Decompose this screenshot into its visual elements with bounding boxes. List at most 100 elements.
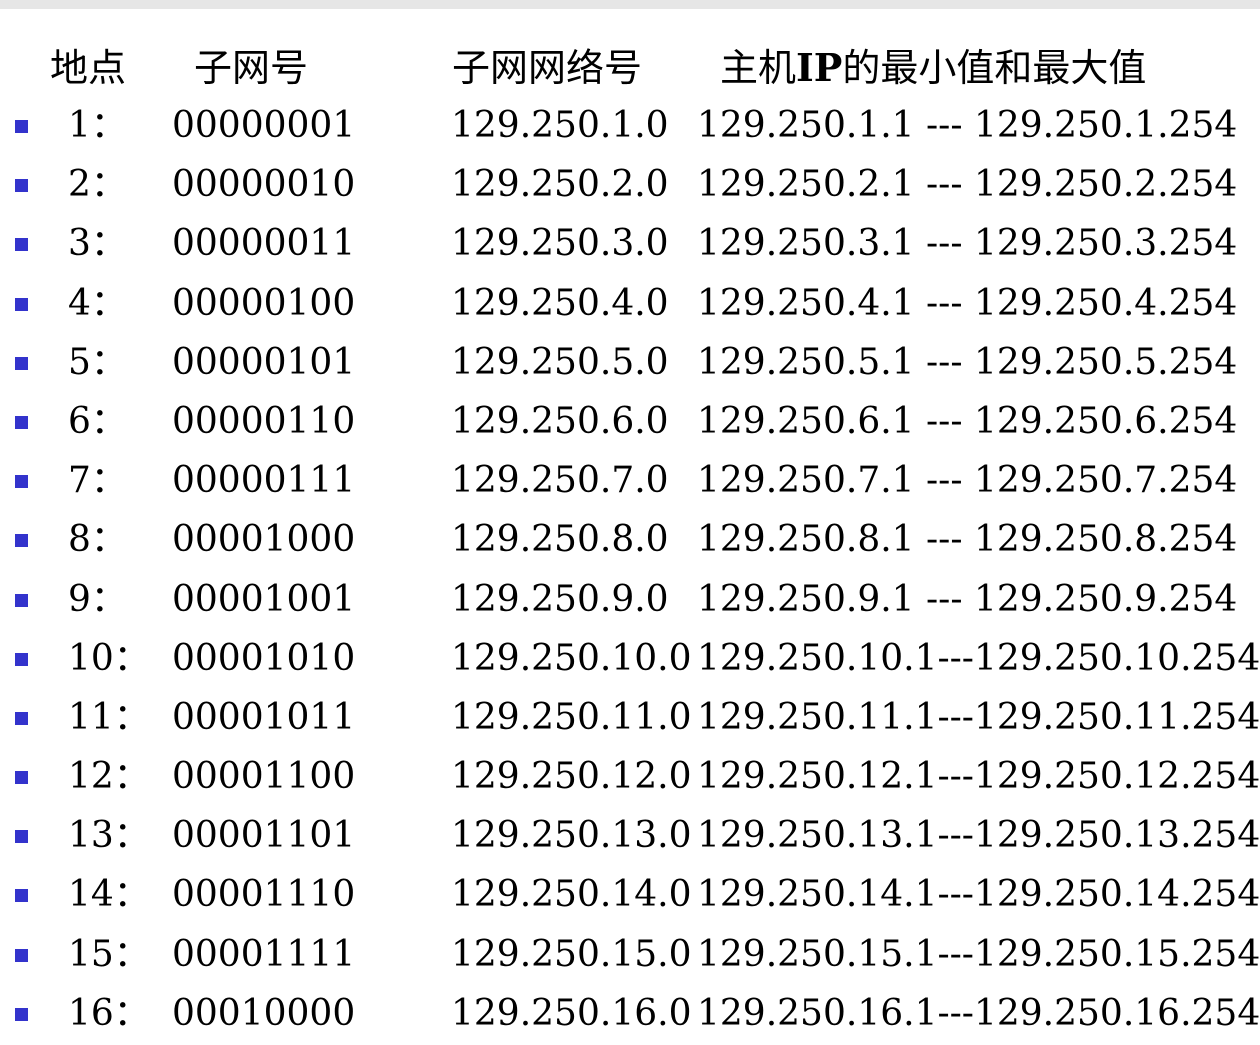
table-row: 4： 00000100 129.250.4.0 129.250.4.1 --- 129… xyxy=(0,274,1260,333)
cell-ip-range: 129.250.15.1---129.250.15.254 xyxy=(697,933,1260,975)
square-bullet-icon xyxy=(15,771,28,785)
square-bullet-icon xyxy=(15,830,28,844)
cell-subnet-bits: 00001101 xyxy=(172,815,356,857)
square-bullet-icon xyxy=(15,297,28,311)
cell-network: 129.250.1.0 xyxy=(451,105,669,146)
cell-network: 129.250.16.0 xyxy=(451,992,692,1034)
cell-subnet-bits: 00000100 xyxy=(172,282,356,324)
square-bullet-icon xyxy=(15,711,28,725)
table-row: 9： 00001001 129.250.9.0 129.250.9.1 --- 129… xyxy=(0,570,1260,629)
cell-network: 129.250.3.0 xyxy=(451,223,669,265)
cell-location: 4： xyxy=(68,282,127,324)
square-bullet-icon xyxy=(15,179,28,193)
cell-ip-range: 129.250.9.1 --- 129.250.9.254 xyxy=(697,578,1238,620)
cell-ip-range: 129.250.8.1 --- 129.250.8.254 xyxy=(697,519,1238,561)
square-bullet-icon xyxy=(15,475,28,489)
table-row: 5： 00000101 129.250.5.0 129.250.5.1 --- 129… xyxy=(0,333,1260,392)
cell-ip-range: 129.250.4.1 --- 129.250.4.254 xyxy=(697,282,1238,324)
cell-network: 129.250.10.0 xyxy=(451,637,692,679)
table-row: 14： 00001110 129.250.14.0 129.250.14.1---12… xyxy=(0,865,1260,924)
cell-subnet-bits: 00001011 xyxy=(172,696,356,738)
cell-network: 129.250.5.0 xyxy=(451,341,669,383)
cell-network: 129.250.4.0 xyxy=(451,282,669,324)
table-row: 12： 00001100 129.250.12.0 129.250.12.1---12… xyxy=(0,747,1260,806)
cell-ip-range: 129.250.14.1---129.250.14.254 xyxy=(697,874,1260,916)
cell-network: 129.250.13.0 xyxy=(451,815,692,857)
cell-location: 16： xyxy=(68,992,150,1034)
cell-network: 129.250.14.0 xyxy=(451,874,692,916)
cell-subnet-bits: 00000011 xyxy=(172,223,356,265)
cell-ip-range: 129.250.7.1 --- 129.250.7.254 xyxy=(697,460,1238,502)
cell-ip-range: 129.250.1.1 --- 129.250.1.254 xyxy=(697,105,1238,146)
header-host-ip-suffix: 的最小值和最大值 xyxy=(842,46,1147,90)
cell-subnet-bits: 00001001 xyxy=(172,578,356,620)
square-bullet-icon xyxy=(15,1007,28,1021)
cell-subnet-bits: 00000101 xyxy=(172,341,356,383)
cell-location: 5： xyxy=(68,341,127,383)
square-bullet-icon xyxy=(15,948,28,962)
cell-ip-range: 129.250.3.1 --- 129.250.3.254 xyxy=(697,223,1238,265)
table-row: 1： 00000001 129.250.1.0 129.250.1.1 --- 129… xyxy=(0,96,1260,155)
cell-location: 13： xyxy=(68,815,150,857)
cell-ip-range: 129.250.16.1---129.250.16.254 xyxy=(697,992,1260,1034)
square-bullet-icon xyxy=(15,356,28,370)
header-location: 地点 xyxy=(50,46,127,90)
cell-ip-range: 129.250.6.1 --- 129.250.6.254 xyxy=(697,400,1238,442)
cell-subnet-bits: 00001100 xyxy=(172,756,356,798)
square-bullet-icon xyxy=(15,889,28,903)
cell-location: 7： xyxy=(68,460,127,502)
cell-ip-range: 129.250.12.1---129.250.12.254 xyxy=(697,756,1260,798)
cell-network: 129.250.15.0 xyxy=(451,933,692,975)
cell-location: 9： xyxy=(68,578,127,620)
cell-subnet-bits: 00000001 xyxy=(172,105,356,146)
square-bullet-icon xyxy=(15,534,28,548)
cell-subnet-bits: 00010000 xyxy=(172,992,356,1034)
cell-location: 15： xyxy=(68,933,150,975)
cell-subnet-bits: 00000010 xyxy=(172,164,356,206)
table-row: 7： 00000111 129.250.7.0 129.250.7.1 --- 129… xyxy=(0,451,1260,510)
cell-network: 129.250.6.0 xyxy=(451,400,669,442)
table-row: 13： 00001101 129.250.13.0 129.250.13.1---12… xyxy=(0,806,1260,865)
square-bullet-icon xyxy=(15,593,28,607)
cell-subnet-bits: 00001110 xyxy=(172,874,356,916)
cell-location: 3： xyxy=(68,223,127,265)
cell-location: 8： xyxy=(68,519,127,561)
cell-subnet-bits: 00000111 xyxy=(172,460,356,502)
header-subnet-number: 子网号 xyxy=(194,46,309,90)
cell-network: 129.250.2.0 xyxy=(451,164,669,206)
header-host-ip-prefix: 主机 xyxy=(720,46,797,90)
cell-subnet-bits: 00001111 xyxy=(172,933,356,975)
square-bullet-icon xyxy=(15,652,28,666)
cell-ip-range: 129.250.10.1---129.250.10.254 xyxy=(697,637,1260,679)
table-row: 16： 00010000 129.250.16.0 129.250.16.1---12… xyxy=(0,984,1260,1043)
cell-subnet-bits: 00001010 xyxy=(172,637,356,679)
cell-ip-range: 129.250.5.1 --- 129.250.5.254 xyxy=(697,341,1238,383)
cell-network: 129.250.8.0 xyxy=(451,519,669,561)
cell-network: 129.250.11.0 xyxy=(451,696,692,738)
cell-location: 14： xyxy=(68,874,150,916)
table-row: 11： 00001011 129.250.11.0 129.250.11.1---12… xyxy=(0,688,1260,747)
header-subnet-network: 子网网络号 xyxy=(452,46,643,90)
table-header: 地点 子网号 子网网络号 主机IP的最小值和最大值 xyxy=(0,40,1260,96)
cell-ip-range: 129.250.13.1---129.250.13.254 xyxy=(697,815,1260,857)
square-bullet-icon xyxy=(15,415,28,429)
cell-subnet-bits: 00001000 xyxy=(172,519,356,561)
subnet-table-body: 1： 00000001 129.250.1.0 129.250.1.1 --- 129… xyxy=(0,96,1260,1043)
table-row: 15： 00001111 129.250.15.0 129.250.15.1---12… xyxy=(0,925,1260,984)
header-host-ip-abbr: IP xyxy=(796,45,843,90)
table-row: 2： 00000010 129.250.2.0 129.250.2.1 --- 129… xyxy=(0,155,1260,214)
cell-subnet-bits: 00000110 xyxy=(172,400,356,442)
header-host-ip-range: 主机IP的最小值和最大值 xyxy=(720,40,1146,96)
cell-network: 129.250.7.0 xyxy=(451,460,669,502)
table-row: 10： 00001010 129.250.10.0 129.250.10.1---12… xyxy=(0,629,1260,688)
table-row: 6： 00000110 129.250.6.0 129.250.6.1 --- 129… xyxy=(0,392,1260,451)
square-bullet-icon xyxy=(15,120,28,133)
cell-network: 129.250.9.0 xyxy=(451,578,669,620)
cell-location: 12： xyxy=(68,756,150,798)
cell-ip-range: 129.250.11.1---129.250.11.254 xyxy=(697,696,1260,738)
cell-location: 1： xyxy=(68,105,127,146)
cell-location: 6： xyxy=(68,400,127,442)
cell-ip-range: 129.250.2.1 --- 129.250.2.254 xyxy=(697,164,1238,206)
top-edge-strip xyxy=(0,0,1260,9)
table-row: 3： 00000011 129.250.3.0 129.250.3.1 --- 129… xyxy=(0,214,1260,273)
